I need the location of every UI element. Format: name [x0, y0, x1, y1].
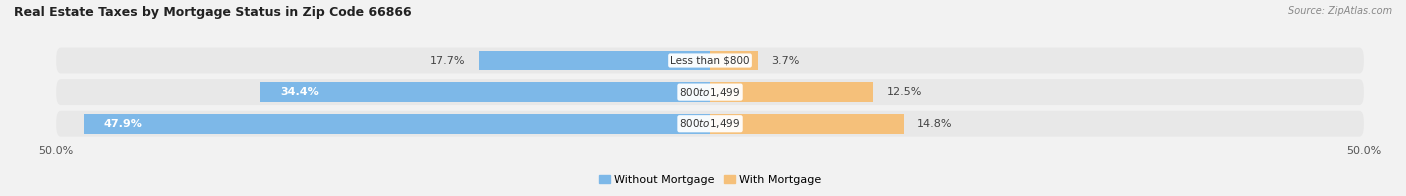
Text: 3.7%: 3.7%: [772, 55, 800, 65]
Legend: Without Mortgage, With Mortgage: Without Mortgage, With Mortgage: [595, 171, 825, 190]
Text: Less than $800: Less than $800: [671, 55, 749, 65]
Text: $800 to $1,499: $800 to $1,499: [679, 117, 741, 130]
Text: 14.8%: 14.8%: [917, 119, 952, 129]
FancyBboxPatch shape: [56, 48, 1364, 74]
Text: 17.7%: 17.7%: [430, 55, 465, 65]
FancyBboxPatch shape: [56, 79, 1364, 105]
Bar: [260, 82, 710, 102]
Text: Real Estate Taxes by Mortgage Status in Zip Code 66866: Real Estate Taxes by Mortgage Status in …: [14, 6, 412, 19]
Bar: [710, 114, 904, 133]
Text: 34.4%: 34.4%: [280, 87, 319, 97]
Text: $800 to $1,499: $800 to $1,499: [679, 86, 741, 99]
FancyBboxPatch shape: [56, 111, 1364, 137]
Text: 12.5%: 12.5%: [887, 87, 922, 97]
Bar: [478, 51, 710, 70]
Bar: [710, 51, 758, 70]
Bar: [84, 114, 710, 133]
Text: Source: ZipAtlas.com: Source: ZipAtlas.com: [1288, 6, 1392, 16]
Bar: [710, 82, 873, 102]
Text: 47.9%: 47.9%: [103, 119, 142, 129]
